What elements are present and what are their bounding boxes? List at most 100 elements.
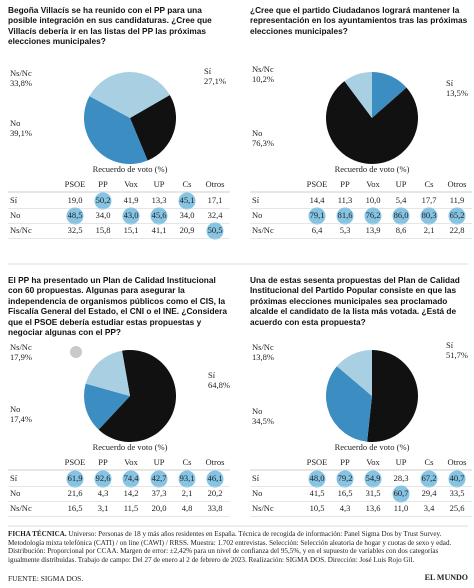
table-cell: 25,6: [450, 503, 465, 513]
table-cell: 41,1: [152, 225, 167, 235]
pie-slice: [85, 350, 130, 396]
column-header: PSOE: [307, 179, 328, 189]
cell-highlight: [66, 470, 84, 488]
row-label: No: [10, 488, 20, 498]
table-cell: 32,4: [208, 210, 224, 220]
pie-slice: [326, 81, 418, 165]
pie-value-label: 27,1%: [204, 76, 226, 86]
row-label: Sí: [252, 195, 260, 205]
cell-highlight: [364, 207, 382, 225]
table-cell: 40,7: [450, 473, 465, 483]
table-cell: 17,7: [422, 195, 437, 205]
column-header: Otros: [448, 179, 467, 189]
table-cell: 54,9: [366, 473, 381, 483]
table-cell: 79,1: [310, 210, 325, 220]
cell-highlight: [392, 485, 410, 503]
cell-highlight: [206, 470, 224, 488]
pie-label: No: [10, 404, 20, 414]
table-cell: 3,1: [98, 503, 109, 513]
cell-highlight: [178, 192, 196, 210]
column-header: Otros: [206, 179, 225, 189]
pie-slice: [367, 350, 419, 443]
pie-value-label: 10,2%: [252, 74, 274, 84]
cell-highlight: [206, 222, 224, 240]
pie-value-label: 76,3%: [252, 138, 274, 148]
cell-highlight: [364, 470, 382, 488]
pie-label: Sí: [204, 66, 212, 76]
table-cell: 11,5: [124, 503, 139, 513]
cell-highlight: [178, 470, 196, 488]
column-header: PP: [98, 179, 108, 189]
table-cell: 31,5: [366, 488, 381, 498]
cell-highlight: [336, 470, 354, 488]
table-cell: 22,8: [450, 225, 465, 235]
table-cell: 11,0: [394, 503, 409, 513]
column-header: PSOE: [307, 457, 328, 467]
footnote-text: Universo: Personas de 18 y más años resi…: [8, 530, 452, 564]
table-cell: 4,3: [340, 503, 351, 513]
column-header: UP: [396, 179, 407, 189]
column-header: UP: [154, 179, 165, 189]
cell-highlight: [308, 207, 326, 225]
cell-highlight: [448, 470, 466, 488]
row-label: Ns/Nc: [10, 225, 32, 235]
question: ¿Cree que el partido Ciudadanos logrará …: [250, 5, 468, 36]
table-cell: 46,1: [208, 473, 223, 483]
table-cell: 60,7: [394, 488, 409, 498]
question: El PP ha presentado un Plan de Calidad I…: [8, 275, 228, 338]
table-cell: 43,0: [124, 210, 139, 220]
cell-highlight: [420, 470, 438, 488]
column-header: Vox: [366, 457, 380, 467]
pie-slice: [84, 383, 130, 430]
cell-highlight: [122, 207, 140, 225]
cell-highlight: [94, 192, 112, 210]
pie-label: Ns/Nc: [10, 342, 32, 352]
pie-value-label: 13,8%: [252, 352, 274, 362]
table-cell: 16,5: [68, 503, 83, 513]
table-caption: Recuerdo de voto (%): [335, 164, 410, 174]
cell-highlight: [392, 207, 410, 225]
table-cell: 29,4: [422, 488, 438, 498]
row-label: No: [10, 210, 20, 220]
row-label: Sí: [10, 473, 18, 483]
table-cell: 4,8: [182, 503, 193, 513]
pie-label: No: [10, 118, 20, 128]
table-cell: 33,8: [208, 503, 223, 513]
cell-highlight: [308, 470, 326, 488]
table-cell: 34,0: [96, 210, 111, 220]
table-cell: 11,9: [450, 195, 465, 205]
table-cell: 67,2: [422, 473, 437, 483]
cell-highlight: [122, 470, 140, 488]
table-cell: 8,6: [396, 225, 407, 235]
table-cell: 13,6: [366, 503, 381, 513]
row-label: No: [252, 210, 262, 220]
table-cell: 80,3: [422, 210, 437, 220]
cell-highlight: [94, 470, 112, 488]
table-cell: 45,1: [180, 195, 195, 205]
table-cell: 28,3: [394, 473, 409, 483]
table-cell: 48,5: [68, 210, 83, 220]
cell-highlight: [448, 207, 466, 225]
table-cell: 16,5: [338, 488, 353, 498]
table-caption: Recuerdo de voto (%): [93, 442, 168, 452]
source: FUENTE: SIGMA DOS.: [8, 574, 84, 583]
pie-value-label: 51,7%: [446, 350, 468, 360]
column-header: Cs: [183, 179, 192, 189]
pie-slice: [326, 366, 372, 442]
table-cell: 86,0: [394, 210, 409, 220]
cell-highlight: [66, 207, 84, 225]
table-cell: 13,9: [366, 225, 381, 235]
column-header: Otros: [448, 457, 467, 467]
column-header: Cs: [183, 457, 192, 467]
column-header: Cs: [425, 179, 434, 189]
table-cell: 17,1: [208, 195, 223, 205]
pie-label: No: [252, 406, 262, 416]
row-label: No: [252, 488, 262, 498]
footnote: FICHA TÉCNICA. Universo: Personas de 18 …: [8, 530, 468, 564]
pie-slice: [130, 95, 177, 161]
decoration-dot: [70, 346, 82, 358]
table-cell: 21,6: [68, 488, 83, 498]
table-cell: 15,1: [124, 225, 139, 235]
table-cell: 5,3: [340, 225, 351, 235]
